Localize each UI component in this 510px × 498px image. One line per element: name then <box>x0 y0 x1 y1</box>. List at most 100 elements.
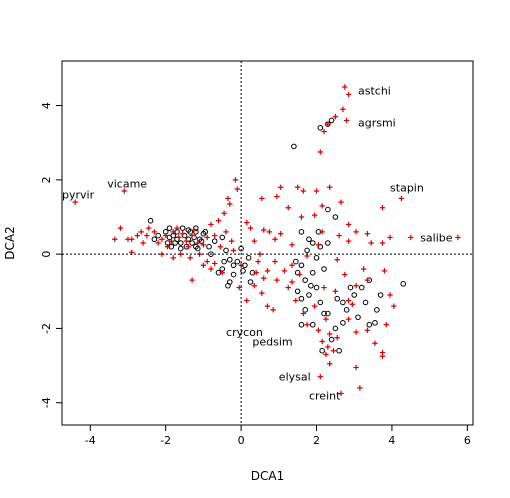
y-tick-label: 4 <box>40 102 53 109</box>
x-tick-label: -4 <box>85 434 96 447</box>
species-point <box>298 214 305 220</box>
site-point <box>230 262 237 269</box>
species-point <box>319 229 325 235</box>
site-point <box>328 117 335 124</box>
species-point <box>251 238 258 244</box>
site-point <box>343 307 350 313</box>
species-point <box>304 322 310 328</box>
site-point <box>321 310 327 317</box>
species-point <box>164 244 171 250</box>
species-point <box>168 238 175 244</box>
site-point <box>336 347 342 354</box>
species-point <box>215 218 222 224</box>
species-point <box>219 270 225 276</box>
site-point <box>211 238 218 244</box>
species-label: vicame <box>107 178 147 191</box>
site-point <box>332 325 339 332</box>
species-point <box>387 292 393 298</box>
species-point <box>129 236 135 242</box>
site-point <box>362 299 369 306</box>
site-point <box>245 255 252 261</box>
site-point <box>304 247 310 254</box>
species-point <box>343 117 350 124</box>
site-point <box>325 240 331 246</box>
species-label: creint <box>309 389 341 402</box>
species-point <box>285 284 291 291</box>
species-point <box>345 316 352 322</box>
species-point <box>225 195 231 202</box>
species-point <box>349 301 356 307</box>
species-point <box>340 106 346 112</box>
species-point <box>342 84 348 90</box>
species-point <box>277 231 284 237</box>
species-point <box>264 303 271 309</box>
species-point <box>247 225 254 231</box>
species-point <box>187 255 193 261</box>
species-point <box>200 242 207 248</box>
species-point <box>294 184 301 190</box>
site-point <box>200 230 207 237</box>
site-point <box>155 232 161 239</box>
site-point <box>309 269 316 276</box>
site-point <box>230 271 237 278</box>
site-point <box>313 255 320 261</box>
site-point <box>166 225 173 231</box>
species-point <box>353 364 359 371</box>
species-point <box>383 322 389 328</box>
site-point <box>226 256 233 263</box>
y-tick-label: -2 <box>40 323 53 334</box>
site-point <box>206 243 212 250</box>
species-point <box>379 205 386 211</box>
site-point <box>179 225 186 231</box>
species-point <box>270 307 276 313</box>
species-point <box>140 240 146 246</box>
site-point <box>166 234 173 241</box>
x-tick-label: -2 <box>160 434 171 447</box>
site-point <box>334 295 341 302</box>
site-point <box>223 247 229 254</box>
site-point <box>328 336 335 343</box>
site-point <box>366 321 373 328</box>
species-point <box>174 225 180 231</box>
species-point <box>183 238 190 244</box>
species-point <box>272 258 278 265</box>
species-point <box>398 195 405 202</box>
species-point <box>325 344 331 350</box>
species-label: stapin <box>390 181 424 194</box>
species-point <box>319 338 325 345</box>
species-point <box>336 232 342 239</box>
species-point <box>321 284 327 291</box>
species-point <box>315 327 322 333</box>
species-point <box>146 225 152 231</box>
species-point <box>272 236 278 242</box>
species-point <box>244 219 250 226</box>
species-point <box>334 257 340 263</box>
species-point <box>170 255 176 261</box>
site-point <box>221 258 227 265</box>
site-point <box>194 245 201 252</box>
species-point <box>274 193 280 200</box>
species-point <box>289 262 295 268</box>
species-point <box>274 277 280 283</box>
species-point <box>189 277 195 283</box>
site-point <box>400 281 407 287</box>
species-point <box>121 188 127 194</box>
site-point <box>225 282 231 289</box>
plot-frame <box>61 60 474 426</box>
species-point <box>300 188 307 194</box>
species-point <box>353 329 359 335</box>
species-point <box>338 390 344 397</box>
site-point <box>372 320 378 326</box>
site-point <box>340 320 346 326</box>
site-point <box>313 284 320 291</box>
species-point <box>208 221 214 228</box>
site-point <box>306 236 312 243</box>
species-label: salibe <box>420 231 453 244</box>
species-point <box>323 316 329 322</box>
species-point <box>212 232 218 239</box>
species-point <box>289 279 295 285</box>
species-point <box>381 268 388 274</box>
species-point <box>208 266 214 272</box>
site-point <box>309 321 316 328</box>
species-point <box>189 232 195 239</box>
